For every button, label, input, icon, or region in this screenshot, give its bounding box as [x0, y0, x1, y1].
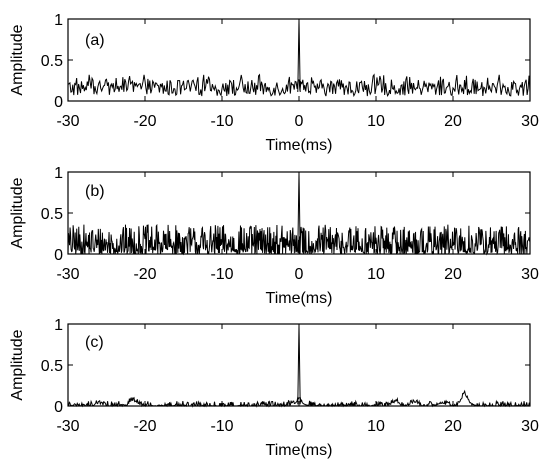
xtick-label: -30 — [56, 266, 79, 283]
panel-b-ytick-labels: 0 0.5 1 — [41, 165, 63, 264]
xtick-label: 30 — [521, 266, 539, 283]
panel-a-y-axis-title: Amplitude — [9, 24, 26, 95]
xtick-label: -10 — [210, 418, 233, 435]
panel-b-x-axis-title: Time(ms) — [266, 290, 333, 307]
panel-a-tag: (a) — [85, 32, 105, 49]
xtick-label: -30 — [56, 113, 79, 130]
xtick-label: -20 — [133, 113, 156, 130]
panel-a-ytick-labels: 0 0.5 1 — [41, 12, 63, 111]
xtick-label: 30 — [521, 418, 539, 435]
panel-c-series-line — [67, 323, 531, 408]
panel-b: -30 -20 -10 0 10 20 30 0 0.5 1 (b) Time(… — [9, 165, 539, 307]
ytick-label: 0.5 — [41, 358, 63, 375]
panel-b-series-line — [67, 171, 531, 256]
xtick-label: -30 — [56, 418, 79, 435]
panel-c-ytick-labels: 0 0.5 1 — [41, 317, 63, 416]
panel-a: -30 -20 -10 0 10 20 30 0 0.5 1 (a) Time(… — [9, 12, 539, 154]
panel-a-ticks — [67, 18, 531, 102]
ytick-label: 1 — [54, 317, 63, 334]
panel-c-tag: (c) — [85, 334, 104, 351]
panel-b-tag: (b) — [85, 183, 105, 200]
ytick-label: 1 — [54, 12, 63, 29]
panel-c-y-axis-title: Amplitude — [9, 329, 26, 400]
xtick-label: -10 — [210, 113, 233, 130]
xtick-label: 10 — [367, 113, 385, 130]
ytick-label: 0.5 — [41, 206, 63, 223]
xtick-label: 20 — [444, 418, 462, 435]
panel-b-xtick-labels: -30 -20 -10 0 10 20 30 — [56, 266, 539, 283]
panel-a-xtick-labels: -30 -20 -10 0 10 20 30 — [56, 113, 539, 130]
xtick-label: 10 — [367, 418, 385, 435]
xtick-label: 0 — [295, 418, 304, 435]
panel-b-y-axis-title: Amplitude — [9, 177, 26, 248]
xtick-label: 10 — [367, 266, 385, 283]
xtick-label: -20 — [133, 418, 156, 435]
xtick-label: 20 — [444, 266, 462, 283]
xtick-label: -10 — [210, 266, 233, 283]
ytick-label: 1 — [54, 165, 63, 182]
xtick-label: 30 — [521, 113, 539, 130]
xtick-label: 20 — [444, 113, 462, 130]
xtick-label: -20 — [133, 266, 156, 283]
xtick-label: 0 — [295, 266, 304, 283]
xtick-label: 0 — [295, 113, 304, 130]
panel-a-x-axis-title: Time(ms) — [266, 137, 333, 154]
panel-c-xtick-labels: -30 -20 -10 0 10 20 30 — [56, 418, 539, 435]
ytick-label: 0 — [54, 399, 63, 416]
ytick-label: 0 — [54, 94, 63, 111]
panel-c: -30 -20 -10 0 10 20 30 0 0.5 1 (c) Time(… — [9, 317, 539, 459]
panel-a-series-line — [67, 18, 531, 98]
ytick-label: 0.5 — [41, 53, 63, 70]
ytick-label: 0 — [54, 247, 63, 264]
panel-c-x-axis-title: Time(ms) — [266, 442, 333, 459]
